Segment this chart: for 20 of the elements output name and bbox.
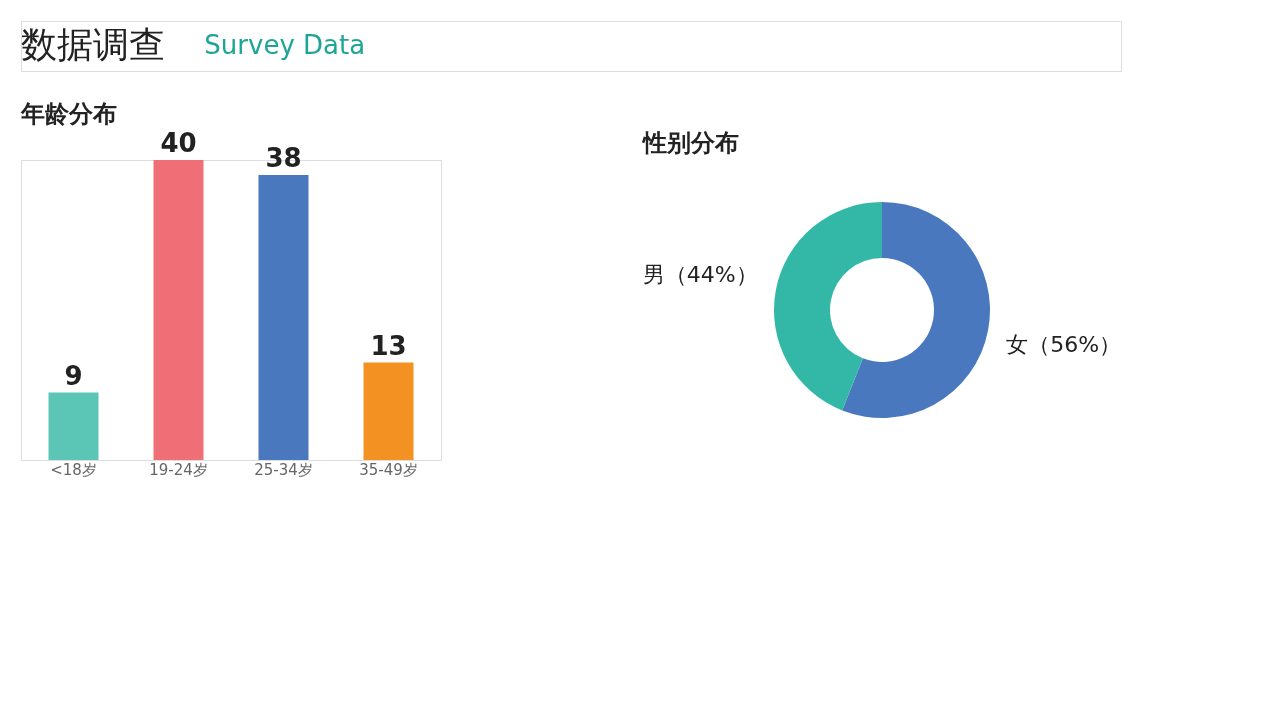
x-tick-label: 19-24岁 [149,460,208,479]
donut-slice [774,202,882,411]
text: 数据调查 [21,24,165,65]
data-label: 40 [160,128,197,158]
bar [153,160,204,460]
bar [48,392,99,460]
bar [258,175,309,460]
slice-label: 女（56%） [1006,331,1122,357]
data-label: 9 [64,360,83,391]
chart-title: 性别分布 [640,129,739,157]
bar [363,362,414,460]
x-tick-label: 25-34岁 [254,460,313,479]
x-tick-label: 35-49岁 [359,460,418,479]
data-label: 13 [370,330,407,361]
chart-title: 年龄分布 [20,100,117,128]
slice-label: 男（44%） [642,262,758,288]
data-label: 38 [265,143,302,173]
x-tick-label: <18岁 [50,460,97,479]
donut-slice [842,202,990,418]
text: Survey Data [204,30,366,60]
